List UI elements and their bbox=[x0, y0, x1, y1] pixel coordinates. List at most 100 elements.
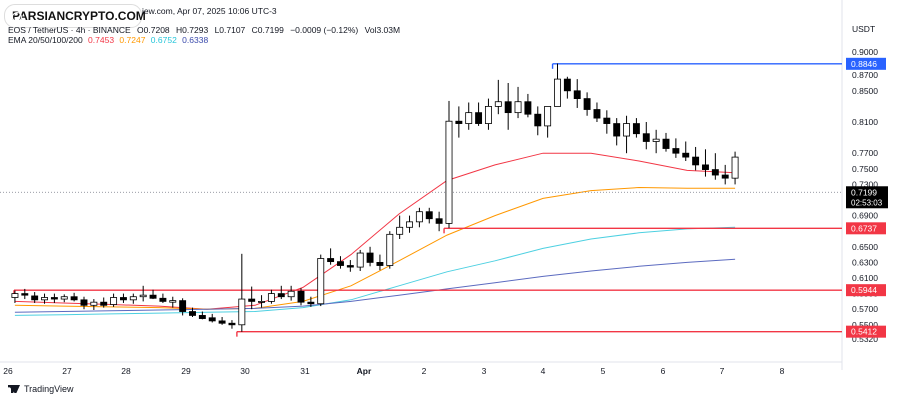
close-value: C0.7199 bbox=[251, 25, 284, 35]
candle-body bbox=[110, 297, 118, 305]
y-tick-label: 0.5320 bbox=[852, 334, 878, 344]
candle-body bbox=[692, 156, 700, 166]
candle-body bbox=[652, 138, 660, 142]
x-tick-label: 28 bbox=[121, 366, 131, 376]
x-tick-label: 27 bbox=[62, 366, 72, 376]
candle-body bbox=[31, 295, 39, 301]
candle-body bbox=[356, 252, 364, 268]
candle-body bbox=[208, 317, 216, 322]
watermark-logo: PARSIANCRYPTO.COM bbox=[4, 4, 146, 28]
candle-body bbox=[415, 211, 423, 223]
x-tick-label: 3 bbox=[482, 366, 487, 376]
candle-body bbox=[455, 120, 463, 124]
candle-body bbox=[484, 106, 492, 124]
level-price-label: 0.5944 bbox=[851, 285, 877, 295]
last-price-label: 0.7199 bbox=[851, 187, 877, 197]
candle-body bbox=[534, 113, 542, 127]
y-tick-label: 0.7700 bbox=[852, 148, 878, 158]
candle-body bbox=[238, 298, 246, 326]
candle-body bbox=[100, 301, 108, 306]
candle-body bbox=[386, 233, 394, 266]
y-tick-label: 0.9000 bbox=[852, 47, 878, 57]
countdown-label: 02:53:03 bbox=[851, 198, 883, 207]
candle-body bbox=[287, 290, 295, 298]
candle-body bbox=[129, 296, 137, 301]
candle-body bbox=[524, 101, 532, 115]
candle-body bbox=[149, 294, 157, 299]
candle-body bbox=[228, 322, 236, 326]
candle-body bbox=[198, 315, 206, 319]
level-price-label: 0.5412 bbox=[851, 327, 877, 337]
candle-body bbox=[544, 106, 552, 127]
candle-body bbox=[406, 221, 413, 228]
candle-body bbox=[337, 261, 344, 266]
candle-body bbox=[70, 296, 78, 301]
y-tick-label: 0.8100 bbox=[852, 117, 878, 127]
candle-body bbox=[80, 299, 88, 306]
y-tick-label: 0.6300 bbox=[852, 257, 878, 267]
ema50-value: 0.7247 bbox=[119, 35, 146, 45]
candle-body bbox=[583, 98, 591, 110]
candle-body bbox=[327, 258, 335, 263]
candle-body bbox=[435, 218, 443, 224]
level-price-tag bbox=[846, 57, 886, 70]
candle-body bbox=[60, 296, 68, 300]
open-value: O0.7208 bbox=[137, 25, 170, 35]
y-tick-label: 0.6500 bbox=[852, 242, 878, 252]
low-value: L0.7107 bbox=[214, 25, 246, 35]
candle-body bbox=[514, 101, 522, 114]
candle-body bbox=[297, 290, 305, 303]
candle-body bbox=[189, 311, 196, 316]
ohlc-line: EOS / TetherUS · 4h · BINANCE O0.7208 H0… bbox=[8, 25, 400, 35]
high-value: H0.7293 bbox=[176, 25, 209, 35]
ema-legend: EMA 20/50/100/200 0.7453 0.7247 0.6752 0… bbox=[8, 35, 208, 45]
y-tick-label: 0.8500 bbox=[852, 86, 878, 96]
candle-body bbox=[445, 120, 453, 224]
candle-body bbox=[218, 320, 226, 324]
x-tick-label: 8 bbox=[780, 366, 785, 376]
candle-body bbox=[613, 123, 621, 137]
x-tick-label: 29 bbox=[181, 366, 191, 376]
logo-text: PARSIANCRYPTO.COM bbox=[12, 9, 146, 23]
candle-body bbox=[119, 297, 127, 301]
ema-line-1 bbox=[14, 152, 736, 310]
tradingview-brand: TradingView bbox=[8, 384, 74, 394]
ema-line-3 bbox=[14, 226, 736, 316]
candle-body bbox=[563, 78, 571, 92]
candle-body bbox=[307, 301, 315, 305]
ema-line-2 bbox=[14, 186, 736, 310]
y-tick-label: 0.7300 bbox=[852, 179, 878, 189]
candle-body bbox=[731, 156, 739, 179]
ema-line-4 bbox=[14, 258, 736, 313]
candle-body bbox=[267, 293, 275, 302]
currency-label: USDT bbox=[852, 24, 876, 34]
candle-body bbox=[702, 164, 709, 170]
y-tick-label: 0.8700 bbox=[852, 70, 878, 80]
y-tick-label: 0.7500 bbox=[852, 164, 878, 174]
x-tick-label: 5 bbox=[601, 366, 606, 376]
candle-body bbox=[603, 117, 611, 124]
candle-body bbox=[21, 293, 29, 296]
candle-body bbox=[90, 301, 98, 306]
candle-body bbox=[366, 252, 374, 263]
candle-body bbox=[317, 258, 325, 305]
ema200-value: 0.6338 bbox=[182, 35, 209, 45]
candle-body bbox=[159, 297, 167, 302]
y-tick-label: 0.6900 bbox=[852, 211, 878, 221]
x-tick-label: Apr bbox=[357, 366, 372, 376]
volume-value: Vol3.03M bbox=[364, 25, 401, 35]
ema20-value: 0.7453 bbox=[88, 35, 115, 45]
candle-body bbox=[494, 101, 502, 107]
candle-body bbox=[593, 109, 601, 119]
candle-body bbox=[682, 152, 690, 158]
x-tick-label: 26 bbox=[3, 366, 13, 376]
level-price-tag bbox=[846, 284, 886, 297]
y-tick-label: 0.5700 bbox=[852, 304, 878, 314]
candle-body bbox=[573, 90, 581, 100]
candle-body bbox=[623, 123, 631, 137]
candle-body bbox=[554, 78, 561, 107]
candle-body bbox=[662, 138, 670, 149]
candle-body bbox=[277, 293, 285, 298]
ema100-value: 0.6752 bbox=[150, 35, 177, 45]
